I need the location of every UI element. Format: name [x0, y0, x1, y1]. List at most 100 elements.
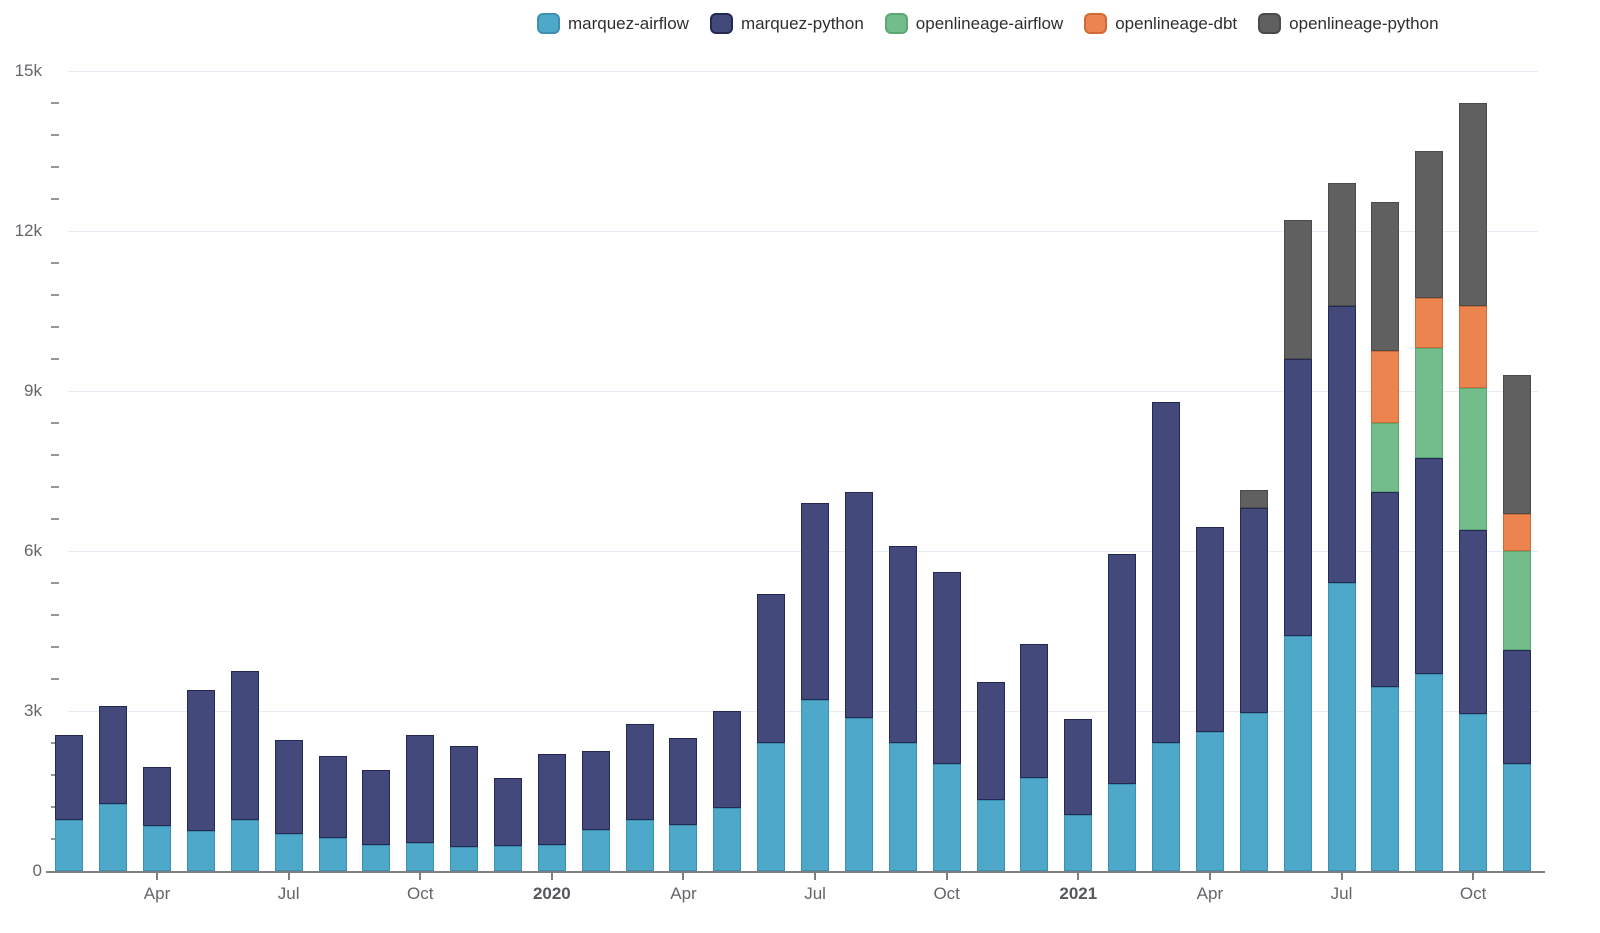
bar-segment-openlineage-dbt[interactable] [1371, 351, 1400, 423]
bar-segment-marquez-python[interactable] [801, 503, 830, 701]
legend-item-openlineage-python[interactable]: openlineage-python [1258, 13, 1439, 34]
bar-segment-marquez-python[interactable] [186, 689, 215, 831]
bar-segment-marquez-airflow[interactable] [976, 800, 1005, 871]
bar-segment-marquez-airflow[interactable] [1327, 583, 1356, 871]
y-minor-tick [51, 102, 59, 104]
bar-segment-marquez-airflow[interactable] [362, 845, 391, 871]
bar-segment-marquez-python[interactable] [55, 735, 84, 821]
bar-segment-marquez-python[interactable] [976, 681, 1005, 801]
bar-segment-marquez-airflow[interactable] [757, 743, 786, 871]
bar-segment-marquez-airflow[interactable] [1503, 764, 1531, 871]
bar-segment-marquez-airflow[interactable] [450, 847, 479, 871]
bar-segment-openlineage-python[interactable] [1239, 489, 1268, 509]
bar-segment-marquez-airflow[interactable] [1283, 636, 1312, 871]
y-minor-tick [51, 646, 59, 648]
bar-segment-marquez-python[interactable] [318, 756, 347, 838]
bar-segment-openlineage-python[interactable] [1327, 183, 1356, 306]
legend-item-marquez-python[interactable]: marquez-python [709, 13, 864, 34]
x-axis-line [46, 871, 1545, 873]
bar-segment-openlineage-airflow[interactable] [1371, 423, 1400, 493]
bar-segment-marquez-python[interactable] [932, 572, 961, 765]
bar-segment-openlineage-python[interactable] [1415, 151, 1444, 298]
bar-segment-openlineage-airflow[interactable] [1503, 551, 1531, 650]
bar-segment-marquez-python[interactable] [757, 593, 786, 743]
bar-segment-marquez-python[interactable] [1459, 529, 1488, 714]
bar-segment-marquez-airflow[interactable] [406, 842, 435, 871]
bar-segment-openlineage-airflow[interactable] [1415, 348, 1444, 458]
bar-segment-marquez-python[interactable] [99, 705, 128, 805]
bar-segment-marquez-airflow[interactable] [1152, 743, 1181, 871]
bar-segment-marquez-python[interactable] [1239, 508, 1268, 713]
bar-segment-marquez-airflow[interactable] [1459, 713, 1488, 871]
bar-segment-marquez-python[interactable] [537, 753, 566, 846]
bar-segment-marquez-python[interactable] [1283, 359, 1312, 637]
gridline [68, 231, 1538, 232]
y-minor-tick [51, 806, 59, 808]
y-minor-tick [51, 134, 59, 136]
legend-item-openlineage-airflow[interactable]: openlineage-airflow [884, 13, 1063, 34]
bar-segment-marquez-airflow[interactable] [581, 830, 610, 871]
bar-segment-marquez-python[interactable] [1152, 401, 1181, 743]
bar-segment-marquez-airflow[interactable] [318, 837, 347, 871]
bar-segment-marquez-airflow[interactable] [274, 833, 303, 871]
bar-segment-marquez-airflow[interactable] [801, 700, 830, 871]
bar-segment-marquez-python[interactable] [669, 737, 698, 825]
bar-segment-marquez-airflow[interactable] [1020, 777, 1049, 871]
bar-segment-marquez-python[interactable] [1503, 649, 1531, 765]
bar-segment-marquez-airflow[interactable] [713, 808, 742, 871]
bar-segment-marquez-airflow[interactable] [844, 717, 873, 871]
bar-segment-marquez-airflow[interactable] [888, 743, 917, 871]
bar-segment-marquez-python[interactable] [494, 777, 522, 846]
bar-segment-marquez-python[interactable] [1327, 305, 1356, 583]
bar-segment-marquez-airflow[interactable] [1195, 732, 1224, 871]
bar-segment-marquez-airflow[interactable] [494, 845, 522, 871]
bar-segment-marquez-python[interactable] [230, 671, 259, 821]
bar-segment-marquez-python[interactable] [143, 767, 172, 826]
bar-segment-marquez-python[interactable] [1415, 457, 1444, 674]
bar-segment-marquez-airflow[interactable] [1064, 815, 1093, 871]
bar-segment-marquez-python[interactable] [362, 769, 391, 846]
x-tick [945, 873, 948, 880]
bar-segment-marquez-airflow[interactable] [669, 824, 698, 871]
bar-segment-marquez-airflow[interactable] [99, 804, 128, 871]
bar-segment-marquez-airflow[interactable] [143, 825, 172, 871]
bar-segment-openlineage-airflow[interactable] [1459, 388, 1488, 530]
bar-segment-marquez-airflow[interactable] [537, 845, 566, 871]
legend-item-openlineage-dbt[interactable]: openlineage-dbt [1084, 13, 1237, 34]
bar-segment-marquez-python[interactable] [1064, 719, 1093, 815]
bar-segment-openlineage-python[interactable] [1283, 220, 1312, 359]
y-minor-tick [51, 614, 59, 616]
bar-segment-marquez-python[interactable] [888, 545, 917, 743]
legend-item-marquez-airflow[interactable]: marquez-airflow [537, 13, 689, 34]
gridline [68, 71, 1538, 72]
bar-segment-marquez-airflow[interactable] [55, 820, 84, 871]
bar-segment-openlineage-python[interactable] [1503, 375, 1531, 514]
bar-segment-marquez-airflow[interactable] [1239, 712, 1268, 871]
bar-segment-marquez-python[interactable] [274, 740, 303, 834]
bar-segment-marquez-airflow[interactable] [625, 820, 654, 871]
y-minor-tick [51, 422, 59, 424]
bar-segment-marquez-python[interactable] [1371, 492, 1400, 687]
bar-segment-marquez-python[interactable] [406, 735, 435, 843]
bar-segment-openlineage-dbt[interactable] [1415, 297, 1444, 349]
bar-segment-marquez-airflow[interactable] [1371, 687, 1400, 871]
x-axis-label: Jul [804, 884, 826, 903]
bar-segment-openlineage-dbt[interactable] [1459, 305, 1488, 389]
bar-segment-marquez-python[interactable] [1108, 553, 1137, 785]
bar-segment-marquez-python[interactable] [844, 492, 873, 718]
bar-segment-marquez-airflow[interactable] [932, 764, 961, 871]
bar-segment-marquez-airflow[interactable] [1415, 673, 1444, 871]
bar-segment-openlineage-python[interactable] [1371, 201, 1400, 351]
bar-segment-openlineage-dbt[interactable] [1503, 513, 1531, 551]
bar-segment-marquez-python[interactable] [1020, 644, 1049, 778]
bar-segment-marquez-python[interactable] [625, 724, 654, 821]
bar-segment-marquez-airflow[interactable] [230, 820, 259, 871]
bar-segment-marquez-airflow[interactable] [1108, 784, 1137, 871]
bar-segment-marquez-airflow[interactable] [186, 831, 215, 871]
bar-segment-marquez-python[interactable] [1195, 527, 1224, 733]
bar-segment-marquez-python[interactable] [450, 745, 479, 847]
bar-segment-marquez-python[interactable] [713, 711, 742, 809]
bar-segment-marquez-python[interactable] [581, 751, 610, 831]
bar-segment-openlineage-python[interactable] [1459, 103, 1488, 306]
